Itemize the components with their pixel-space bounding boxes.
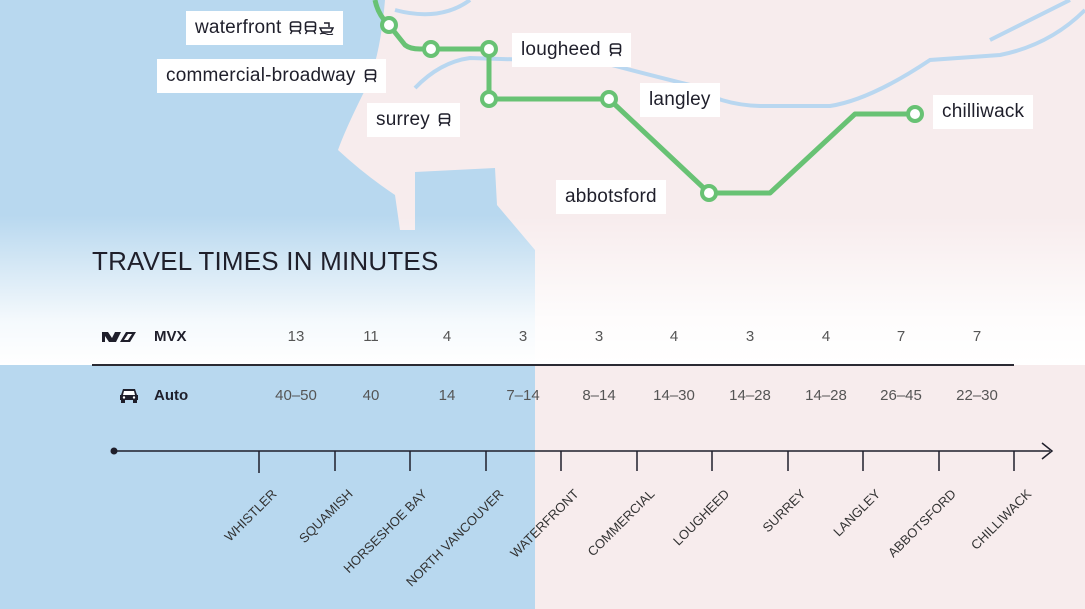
- auto-time-cell: 14–30: [653, 387, 695, 404]
- station-marker-langley[interactable]: [600, 90, 618, 108]
- station-label-lougheed[interactable]: lougheed: [512, 33, 631, 67]
- mvx-time-cell: 11: [363, 328, 379, 345]
- auto-time-cell: 14: [438, 387, 456, 404]
- mvx-row-label: MVX: [154, 328, 187, 345]
- auto-row-label: Auto: [154, 387, 189, 404]
- axis-arrow: [1041, 442, 1054, 460]
- mvx-time-cell: 4: [669, 328, 679, 345]
- station-label-commercial-broadway[interactable]: commercial-broadway: [157, 59, 386, 93]
- car-icon: [120, 389, 138, 403]
- auto-time-cell: 22–30: [956, 387, 998, 404]
- station-marker-surrey[interactable]: [480, 90, 498, 108]
- mvx-route: [372, 0, 915, 196]
- station-name: commercial-broadway: [166, 65, 356, 86]
- mvx-time-cell: 3: [594, 328, 604, 345]
- station-name: abbotsford: [565, 186, 657, 207]
- station-label-surrey[interactable]: surrey: [367, 103, 460, 137]
- auto-time-cell: 40: [362, 387, 380, 404]
- mvx-logo-icon: [102, 332, 136, 342]
- auto-time-cell: 14–28: [729, 387, 771, 404]
- station-marker-commercial[interactable]: [422, 40, 440, 58]
- auto-time-cell: 26–45: [880, 387, 922, 404]
- transit-line-1: [394, 0, 472, 17]
- station-label-langley[interactable]: langley: [640, 83, 720, 117]
- axis-ticks: [258, 451, 1015, 473]
- section-title: TRAVEL TIMES IN MINUTES: [92, 246, 439, 276]
- station-marker-chilliwack[interactable]: [906, 105, 924, 123]
- mvx-time-cell: 4: [821, 328, 831, 345]
- station-name: langley: [649, 89, 711, 110]
- station-label-chilliwack[interactable]: chilliwack: [933, 95, 1034, 129]
- train-icon: [609, 43, 622, 57]
- row-divider: [92, 364, 1014, 366]
- station-name: lougheed: [521, 39, 601, 60]
- train-icon: [305, 21, 317, 35]
- mvx-time-cell: 4: [442, 328, 452, 345]
- train-icon: [438, 113, 451, 127]
- transit-line-4: [989, 0, 1071, 42]
- station-label-abbotsford[interactable]: abbotsford: [556, 180, 666, 214]
- mvx-time-cell: 3: [518, 328, 528, 345]
- train-icon: [364, 69, 376, 83]
- mvx-time-cell: 7: [972, 328, 982, 345]
- route-axis: [110, 442, 1054, 473]
- station-name: surrey: [376, 109, 430, 130]
- train-icon: [290, 21, 302, 35]
- auto-time-cell: 40–50: [275, 387, 317, 404]
- station-label-waterfront[interactable]: waterfront: [186, 11, 344, 45]
- mvx-time-cell: 13: [287, 328, 305, 345]
- mvx-time-cell: 3: [745, 328, 755, 345]
- auto-time-cell: 14–28: [805, 387, 847, 404]
- station-name: waterfront: [195, 17, 282, 38]
- auto-time-cell: 7–14: [506, 387, 540, 404]
- station-marker-waterfront[interactable]: [380, 16, 398, 34]
- station-marker-lougheed[interactable]: [480, 40, 498, 58]
- auto-time-cell: 8–14: [582, 387, 616, 404]
- station-marker-abbotsford[interactable]: [700, 184, 718, 202]
- station-name: chilliwack: [942, 101, 1025, 122]
- map-fade-overlay: [0, 215, 1085, 365]
- station-markers: [380, 16, 924, 202]
- ferry-icon: [319, 22, 335, 35]
- transit-line-2: [413, 8, 1085, 108]
- mvx-time-cell: 7: [896, 328, 906, 345]
